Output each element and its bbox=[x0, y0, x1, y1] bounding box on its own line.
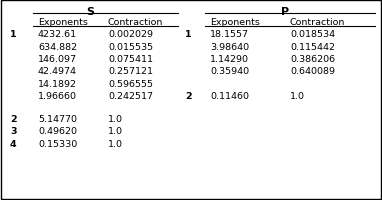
Text: 18.1557: 18.1557 bbox=[210, 30, 249, 39]
Text: 3.98640: 3.98640 bbox=[210, 42, 249, 51]
Text: 0.015535: 0.015535 bbox=[108, 42, 153, 51]
Text: 0.386206: 0.386206 bbox=[290, 55, 335, 64]
Text: 1.0: 1.0 bbox=[108, 139, 123, 148]
Text: 1.14290: 1.14290 bbox=[210, 55, 249, 64]
Text: P: P bbox=[281, 7, 289, 17]
Text: Contraction: Contraction bbox=[290, 18, 345, 27]
Text: 0.257121: 0.257121 bbox=[108, 67, 153, 76]
Text: 0.075411: 0.075411 bbox=[108, 55, 153, 64]
Text: 5.14770: 5.14770 bbox=[38, 114, 77, 123]
Text: 1.96660: 1.96660 bbox=[38, 92, 77, 101]
Text: 1.0: 1.0 bbox=[108, 127, 123, 136]
Text: 2: 2 bbox=[185, 92, 192, 101]
Text: 0.11460: 0.11460 bbox=[210, 92, 249, 101]
Text: 4: 4 bbox=[10, 139, 17, 148]
Text: 2: 2 bbox=[10, 114, 17, 123]
Text: 1.0: 1.0 bbox=[290, 92, 305, 101]
Text: 0.35940: 0.35940 bbox=[210, 67, 249, 76]
Text: 146.097: 146.097 bbox=[38, 55, 77, 64]
Text: 0.018534: 0.018534 bbox=[290, 30, 335, 39]
Text: 634.882: 634.882 bbox=[38, 42, 77, 51]
Text: 0.002029: 0.002029 bbox=[108, 30, 153, 39]
Text: 1: 1 bbox=[10, 30, 17, 39]
Text: 42.4974: 42.4974 bbox=[38, 67, 77, 76]
Text: 0.15330: 0.15330 bbox=[38, 139, 77, 148]
Text: 1.0: 1.0 bbox=[108, 114, 123, 123]
Text: 0.115442: 0.115442 bbox=[290, 42, 335, 51]
Text: 4232.61: 4232.61 bbox=[38, 30, 77, 39]
Text: S: S bbox=[86, 7, 94, 17]
Text: 14.1892: 14.1892 bbox=[38, 80, 77, 89]
Text: 0.242517: 0.242517 bbox=[108, 92, 153, 101]
Text: 0.596555: 0.596555 bbox=[108, 80, 153, 89]
Text: 0.49620: 0.49620 bbox=[38, 127, 77, 136]
Text: 0.640089: 0.640089 bbox=[290, 67, 335, 76]
Text: 1: 1 bbox=[185, 30, 192, 39]
Text: Exponents: Exponents bbox=[38, 18, 88, 27]
Text: Contraction: Contraction bbox=[108, 18, 163, 27]
Text: Exponents: Exponents bbox=[210, 18, 260, 27]
Text: 3: 3 bbox=[10, 127, 16, 136]
